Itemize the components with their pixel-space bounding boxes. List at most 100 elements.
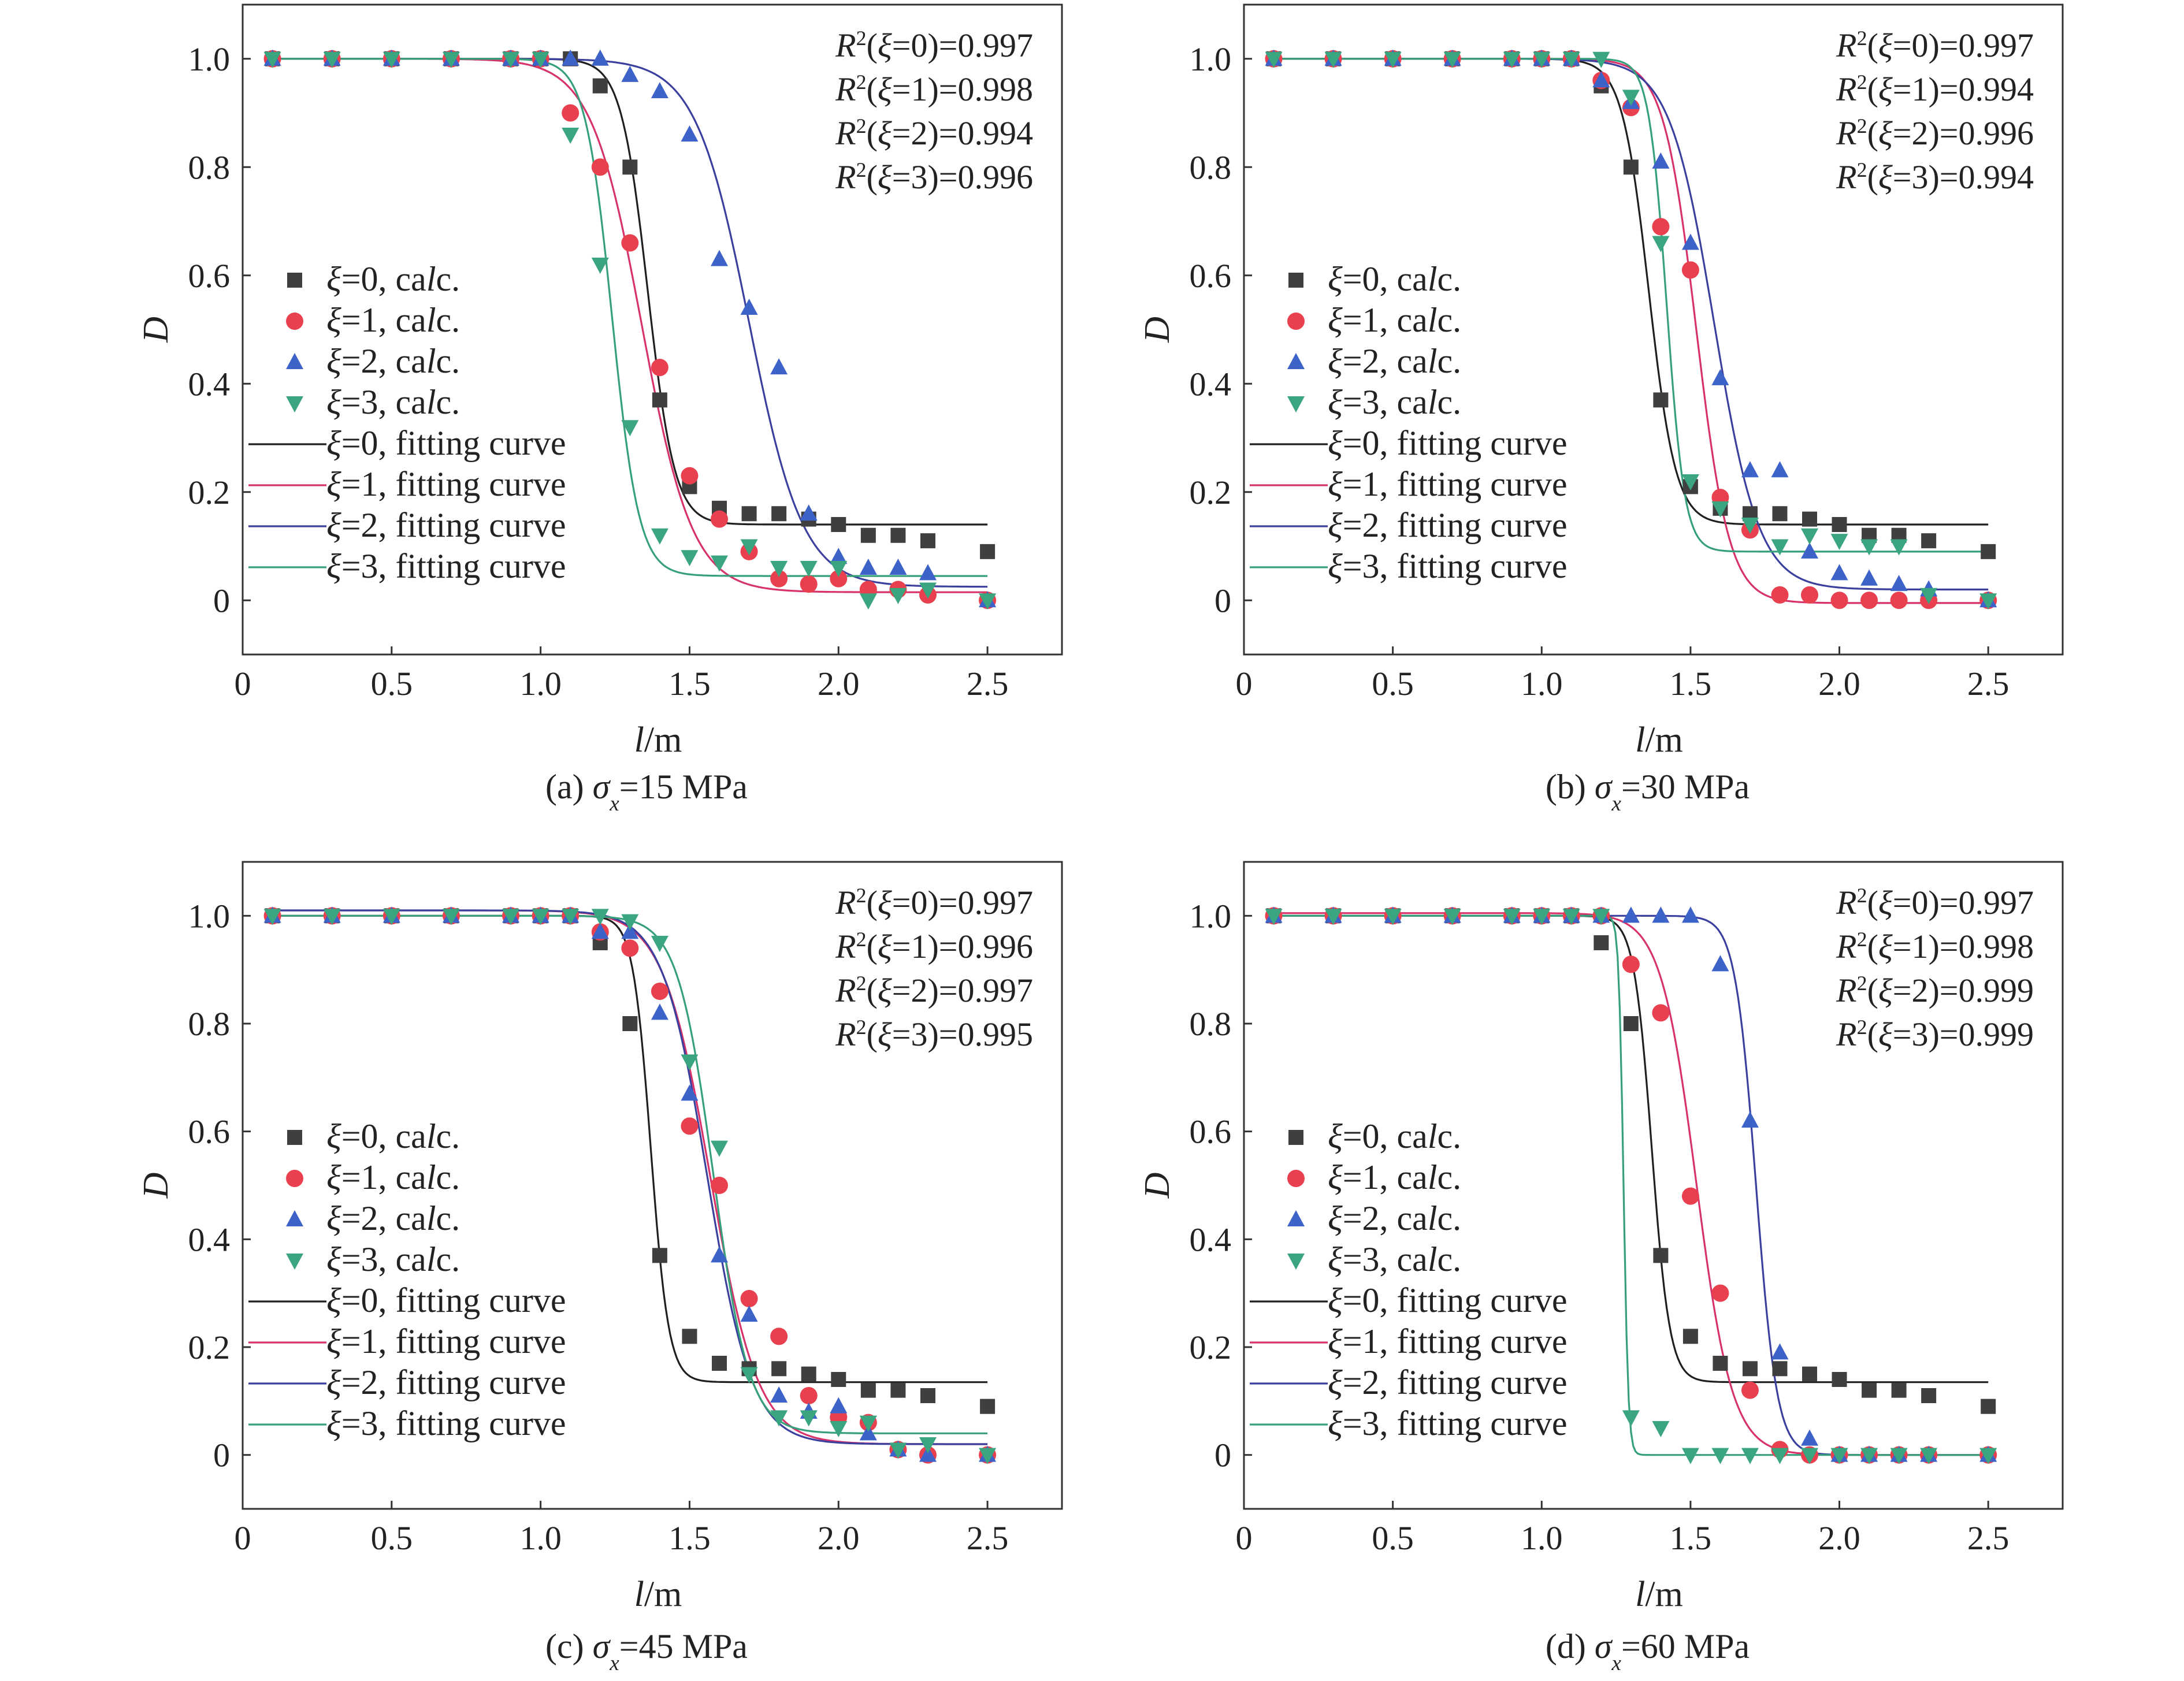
data-point-xi3 [1324, 909, 1342, 925]
r-squared-label: R2(ξ=0)=0.997 [1836, 884, 2034, 921]
data-point-xi2 [1622, 906, 1640, 923]
data-point-xi1 [651, 359, 668, 377]
data-point-xi2 [1652, 906, 1670, 923]
data-point-xi0 [920, 533, 935, 549]
x-tick-label: 1.0 [1521, 665, 1563, 702]
data-point-xi3 [979, 593, 997, 610]
data-point-xi2 [591, 923, 609, 939]
data-point-xi2 [1592, 71, 1610, 88]
data-point-xi0 [980, 544, 996, 559]
data-point-xi3 [1384, 909, 1402, 925]
data-point-xi2 [740, 299, 758, 315]
x-tick-label: 0.5 [1372, 1519, 1414, 1557]
data-point-xi0 [771, 1361, 787, 1377]
data-point-xi3 [651, 936, 668, 952]
y-tick-label: 0 [213, 582, 230, 619]
data-point-xi3 [1384, 51, 1402, 68]
x-tick-label: 2.0 [1818, 665, 1860, 702]
data-point-xi3 [889, 1442, 907, 1459]
data-point-xi1 [1741, 1381, 1759, 1399]
data-point-xi3 [651, 528, 668, 545]
y-tick-label: 0.4 [1190, 1221, 1232, 1258]
data-point-xi3 [1265, 909, 1283, 925]
data-point-xi3 [1830, 1448, 1848, 1464]
data-point-xi0 [741, 506, 757, 522]
x-tick-label: 1.0 [519, 1519, 562, 1557]
data-point-xi3 [532, 909, 549, 925]
legend-entry: ξ=0, calc. [326, 1117, 460, 1155]
legend-marker-xi3 [286, 396, 303, 412]
legend-entry: ξ=3, fitting curve [1328, 1404, 1567, 1442]
x-tick-label: 1.0 [1521, 1519, 1563, 1557]
legend-entry: ξ=2, calc. [1328, 342, 1461, 380]
panel-caption: (b) σx=30 MPa [1546, 768, 1750, 816]
legend-marker-xi0 [1288, 1130, 1303, 1145]
data-point-xi2 [800, 504, 818, 521]
legend-entry: ξ=2, calc. [326, 342, 460, 380]
data-point-xi2 [1681, 906, 1699, 923]
data-point-xi3 [621, 420, 639, 437]
data-point-xi2 [1890, 575, 1908, 592]
data-point-xi0 [622, 159, 638, 175]
r-squared-label: R2(ξ=1)=0.994 [1836, 70, 2034, 108]
data-point-xi3 [859, 1415, 877, 1432]
legend-marker-xi1 [1287, 313, 1305, 330]
data-point-xi3 [1592, 51, 1610, 68]
r-squared-label: R2(ξ=0)=0.997 [1836, 27, 2034, 64]
data-point-xi0 [1981, 1399, 1996, 1414]
y-tick-label: 0.2 [1190, 474, 1232, 511]
data-point-xi3 [323, 909, 341, 925]
data-point-xi3 [1652, 236, 1670, 252]
data-point-xi1 [621, 234, 639, 252]
data-point-xi1 [681, 1117, 699, 1135]
y-axis-label: D [136, 1173, 176, 1199]
legend-entry: ξ=1, calc. [326, 301, 460, 339]
data-point-xi2 [859, 1424, 877, 1441]
data-point-xi1 [770, 1327, 788, 1345]
panel-caption: (d) σx=60 MPa [1546, 1627, 1750, 1675]
data-point-xi2 [1652, 152, 1670, 169]
data-point-xi3 [889, 587, 907, 604]
x-tick-label: 0 [235, 665, 251, 702]
y-tick-label: 0.6 [188, 257, 231, 295]
data-point-xi0 [1891, 1382, 1907, 1398]
data-point-xi3 [532, 51, 549, 68]
data-point-xi3 [1711, 501, 1729, 518]
r-squared-label: R2(ξ=1)=0.996 [835, 928, 1033, 965]
legend-marker-xi0 [1288, 273, 1303, 288]
data-point-xi3 [1801, 528, 1819, 545]
y-axis-label: D [1138, 1173, 1177, 1199]
data-point-xi3 [681, 1054, 699, 1071]
data-point-xi0 [652, 1248, 667, 1263]
x-tick-label: 0.5 [1372, 665, 1414, 702]
chart-panel-d: 0 0.5 1.0 1.5 2.0 2.5 0 0.2 0.4 0.6 0.8 1.0 l/m D R2(ξ… [1138, 861, 2064, 1675]
y-tick-label: 0.8 [1190, 148, 1232, 186]
data-point-xi0 [622, 1016, 638, 1031]
data-point-xi2 [1741, 1111, 1759, 1128]
data-point-xi0 [890, 1382, 906, 1398]
data-point-xi2 [621, 65, 639, 82]
data-point-xi3 [263, 909, 281, 925]
legend-entry: ξ=1, calc. [1328, 1158, 1461, 1196]
x-tick-label: 2.0 [1818, 1519, 1860, 1557]
data-point-xi2 [1711, 955, 1729, 972]
data-point-xi0 [652, 392, 667, 408]
r-squared-label: R2(ξ=3)=0.994 [1836, 158, 2034, 196]
legend-entry: ξ=2, calc. [1328, 1199, 1461, 1237]
data-point-xi3 [382, 51, 400, 68]
data-point-xi3 [1920, 1448, 1938, 1464]
data-point-xi2 [919, 1445, 937, 1462]
data-point-xi3 [591, 909, 609, 925]
data-point-xi1 [681, 467, 699, 485]
x-tick-label: 1.0 [519, 665, 562, 702]
data-point-xi3 [1741, 518, 1759, 534]
legend-entry: ξ=0, fitting curve [326, 1281, 566, 1319]
data-point-xi3 [681, 550, 699, 567]
legend-entry: ξ=1, calc. [326, 1158, 460, 1196]
data-point-xi3 [830, 1421, 848, 1437]
y-axis-label: D [136, 317, 176, 343]
legend-marker-xi3 [1287, 396, 1305, 412]
data-point-xi2 [830, 548, 848, 564]
legend-marker-xi2 [1287, 353, 1305, 369]
r-squared-label: R2(ξ=3)=0.995 [835, 1016, 1033, 1053]
